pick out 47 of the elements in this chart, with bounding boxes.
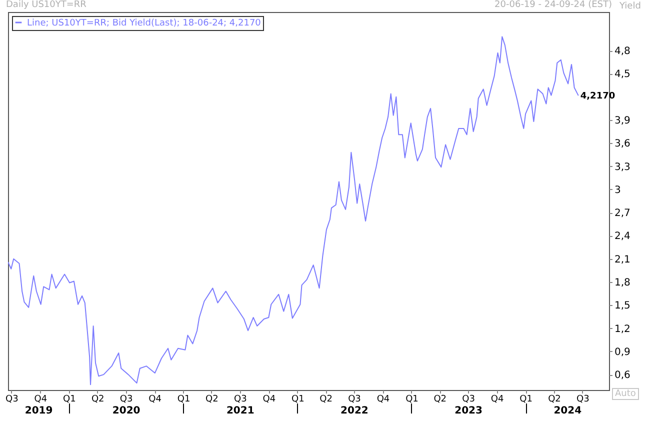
x2-tick-label: 2020 bbox=[112, 406, 140, 416]
chart-subtitle: 20-06-19 - 24-09-24 (EST) bbox=[494, 0, 612, 12]
y-tick-label: 2,4 bbox=[614, 231, 630, 242]
y-tick-label: 0,9 bbox=[614, 346, 630, 358]
x-tick-label: Q1 bbox=[520, 394, 532, 404]
x-tick-label: Q4 bbox=[34, 394, 48, 404]
x2-tick-label: 2021 bbox=[226, 406, 254, 416]
y-tick-label: 3 bbox=[614, 184, 621, 196]
x-tick-label: Q4 bbox=[148, 394, 162, 404]
x2-tick-label: 2024 bbox=[554, 406, 582, 416]
y-tick-label: 3,3 bbox=[614, 162, 630, 173]
x-tick-label: Q2 bbox=[206, 394, 218, 404]
x-tick-label: Q3 bbox=[348, 394, 361, 404]
y-tick-label: 3,6 bbox=[614, 138, 630, 150]
x-tick-label: Q2 bbox=[91, 394, 104, 404]
x2-tick-label: 2019 bbox=[24, 406, 53, 416]
x-tick-label: Q1 bbox=[63, 394, 76, 404]
y-tick-label: 2,1 bbox=[614, 254, 630, 266]
chart-title: Daily US10YT=RR bbox=[6, 0, 86, 12]
y-tick-label: 4,8 bbox=[614, 46, 630, 58]
x-tick-label: Q3 bbox=[576, 394, 590, 404]
x-tick-label: Q3 bbox=[462, 394, 475, 404]
x-tick-label: Q4 bbox=[376, 394, 390, 404]
x-tick-label: Q3 bbox=[120, 394, 133, 404]
y-axis-title: Yield bbox=[618, 2, 641, 12]
y-tick-label: 1,2 bbox=[614, 324, 630, 335]
text: Auto bbox=[612, 388, 639, 400]
x-tick-label: Q3 bbox=[234, 394, 247, 404]
y-tick-label: 3,9 bbox=[614, 116, 630, 126]
x-tick-label: Q2 bbox=[548, 394, 561, 404]
y-tick-label: 1,5 bbox=[614, 300, 630, 312]
y-tick-label: 1,8 bbox=[614, 278, 630, 288]
x-tick-label: Q4 bbox=[262, 394, 276, 404]
x-tick-label: Q2 bbox=[320, 394, 332, 404]
x-tick-label: Q1 bbox=[406, 394, 418, 404]
x-tick-label: Q3 bbox=[6, 394, 18, 404]
x2-tick-label: 2022 bbox=[340, 406, 368, 416]
x-tick-label: Q2 bbox=[434, 394, 447, 404]
x-tick-label: Q4 bbox=[490, 394, 504, 404]
y-tick-label: 0,6 bbox=[614, 370, 630, 382]
x-tick-label: Q1 bbox=[177, 394, 190, 404]
y-tick-label: 2,7 bbox=[614, 208, 630, 220]
y-tick-label: 4,5 bbox=[614, 69, 630, 80]
line-series bbox=[8, 36, 579, 386]
legend-label: Line; US10YT=RR; Bid Yield(Last); 18-06-24; 4,2170 bbox=[27, 18, 262, 28]
x-tick-label: Q1 bbox=[292, 394, 304, 404]
x2-tick-label: 2023 bbox=[454, 406, 482, 416]
